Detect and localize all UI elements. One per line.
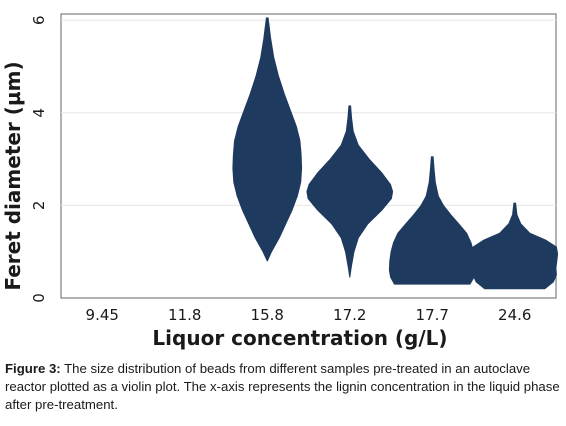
y-tick-label: 6	[30, 15, 48, 25]
x-tick-label: 17.2	[333, 306, 366, 324]
violin-17.7	[388, 156, 476, 285]
caption-text: The size distribution of beads from diff…	[5, 361, 560, 412]
x-tick-label: 9.45	[86, 306, 119, 324]
y-tick-labels: 0 2 4 6	[30, 15, 48, 302]
x-axis-title: Liquor concentration (g/L)	[152, 326, 447, 350]
caption-label: Figure 3:	[5, 361, 61, 376]
violin-24.6	[471, 202, 559, 290]
grid-lines	[61, 19, 556, 206]
violin-group	[232, 17, 559, 290]
y-tick-label: 0	[30, 293, 48, 303]
y-tick-label: 4	[30, 108, 48, 118]
x-tick-label: 11.8	[168, 306, 201, 324]
x-tick-label: 17.7	[416, 306, 449, 324]
x-tick-label: 24.6	[498, 306, 531, 324]
x-tick-label: 15.8	[251, 306, 284, 324]
violin-15.8	[232, 17, 303, 262]
y-axis-title: Feret diameter (µm)	[1, 61, 25, 290]
y-tick-label: 2	[30, 201, 48, 211]
figure-caption: Figure 3: The size distribution of beads…	[5, 360, 561, 414]
violin-chart: 0 2 4 6 9.45 11.8 15.8 17.2 17.7 24.6 Liquor con…	[1, 13, 559, 350]
x-tick-labels: 9.45 11.8 15.8 17.2 17.7 24.6	[86, 306, 532, 324]
violin-17.2	[306, 105, 394, 278]
